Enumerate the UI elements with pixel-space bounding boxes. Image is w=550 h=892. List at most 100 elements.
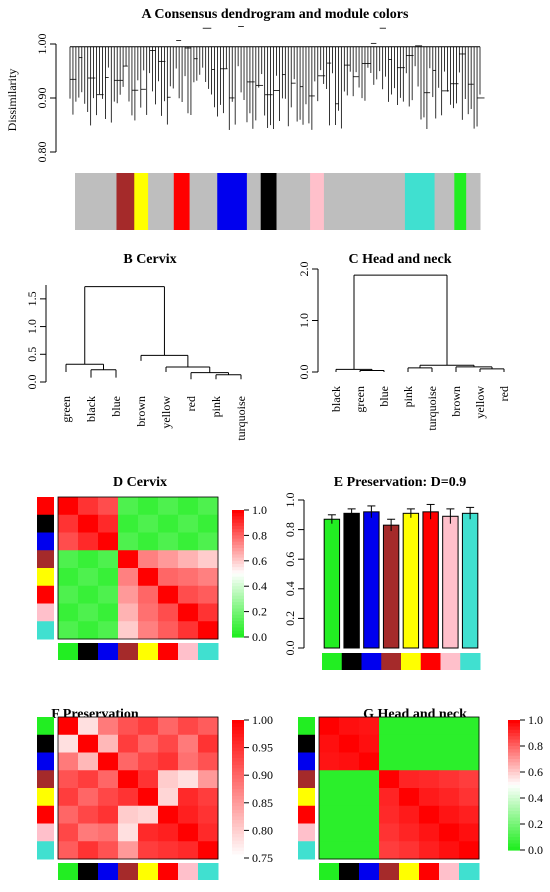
legend-tick-label: 0.8 <box>252 528 267 542</box>
heatmap-cell <box>419 788 440 807</box>
heatmap-cell <box>178 823 199 842</box>
heatmap-cell <box>118 621 139 640</box>
heatmap-cell <box>138 717 159 736</box>
legend-gradient-step <box>508 811 520 815</box>
legend-tick-label: 0.85 <box>252 796 273 810</box>
legend-gradient-step <box>232 586 244 590</box>
bar <box>402 512 420 649</box>
heatmap-cell <box>98 532 119 551</box>
panel-d: D Cervix 1.0 0.8 0.6 0.4 0.2 0.0 <box>37 475 267 660</box>
row-color-cell <box>298 823 315 842</box>
column-color-cell <box>399 863 420 880</box>
legend-gradient-step <box>508 778 520 783</box>
legend-gradient-step <box>232 809 244 814</box>
row-color-cell <box>298 752 315 771</box>
heatmap-cell <box>439 770 460 789</box>
panel-f: F Preservation 1.000.950.900.850.800.75 <box>37 707 273 880</box>
leaf-label: black <box>84 396 98 422</box>
legend-gradient-step <box>232 789 244 794</box>
column-color-cell <box>459 863 480 880</box>
heatmap-cell <box>379 788 400 807</box>
heatmap-cell <box>359 805 380 824</box>
legend-gradient-step <box>508 749 520 754</box>
heatmap-cell <box>158 603 179 622</box>
heatmap-cell <box>58 514 79 533</box>
heatmap-cell <box>158 550 179 569</box>
heatmap-cell <box>98 717 119 736</box>
heatmap-cell <box>138 823 159 842</box>
legend-gradient-step <box>508 791 520 796</box>
legend-gradient-step <box>232 595 244 600</box>
column-color-cell <box>178 643 199 660</box>
heatmap-cell <box>198 770 219 789</box>
heatmap-cell <box>78 752 99 771</box>
legend-gradient-step <box>232 522 244 527</box>
legend-gradient-step <box>508 824 520 828</box>
legend-gradient-step <box>232 761 244 766</box>
heatmap-cell <box>78 585 99 604</box>
legend-gradient-step <box>508 759 520 763</box>
legend-gradient-step <box>508 794 520 799</box>
row-color-cell <box>298 717 315 736</box>
panel-a-ylabel: Dissimilarity <box>5 69 19 132</box>
column-color-cell <box>118 643 139 660</box>
category-color-cell <box>381 653 402 670</box>
heatmap-cell <box>78 568 99 587</box>
heatmap-cell <box>459 823 480 842</box>
heatmap-cell <box>319 752 340 771</box>
legend-gradient-step <box>232 633 244 638</box>
panel-e-title: E Preservation: D=0.9 <box>334 475 467 490</box>
heatmap-cell <box>98 734 119 753</box>
panel-g-heatmap <box>298 716 480 880</box>
legend-gradient-step <box>508 830 520 835</box>
heatmap-cell <box>178 603 199 622</box>
heatmap-cell <box>58 717 79 736</box>
module-color-segment <box>134 173 149 230</box>
legend-gradient-step <box>232 840 244 845</box>
heatmap-cell <box>439 805 460 824</box>
heatmap-cell <box>138 568 159 587</box>
row-color-cell <box>37 532 54 551</box>
heatmap-cell <box>178 734 199 753</box>
legend-gradient-step <box>232 754 244 759</box>
legend-gradient-step <box>232 740 244 745</box>
ytick-label: 2.0 <box>297 262 311 277</box>
heatmap-cell <box>158 752 179 771</box>
ytick-label: 0.0 <box>25 375 39 390</box>
legend-gradient-step <box>232 541 244 546</box>
heatmap-cell <box>138 841 159 860</box>
legend-gradient-step <box>232 513 244 517</box>
heatmap-cell <box>98 550 119 569</box>
heatmap-cell <box>399 770 420 789</box>
heatmap-cell <box>439 752 460 771</box>
heatmap-cell <box>98 805 119 824</box>
heatmap-cell <box>459 752 480 771</box>
legend-gradient-step <box>232 548 244 552</box>
leaf-label: green <box>59 396 73 423</box>
bar <box>382 524 400 649</box>
heatmap-cell <box>118 805 139 824</box>
column-color-cell <box>339 863 360 880</box>
leaf-label: brown <box>134 396 148 427</box>
panel-g: G Head and neck 1.00.80.60.40.20.0 <box>298 707 543 880</box>
legend-gradient-step <box>232 567 244 571</box>
legend-gradient-step <box>232 579 244 584</box>
heatmap-cell <box>78 734 99 753</box>
column-color-cell <box>98 863 119 880</box>
heatmap-cell <box>459 841 480 860</box>
row-color-cell <box>298 788 315 807</box>
row-color-cell <box>37 734 54 753</box>
bar <box>422 511 439 649</box>
panel-b-ticks: 0.0 0.5 1.0 1.5 <box>25 291 46 390</box>
heatmap-cell <box>98 514 119 533</box>
ytick-label: 0.4 <box>283 581 297 596</box>
heatmap-cell <box>98 752 119 771</box>
legend-gradient-step <box>232 764 244 769</box>
panel-e: E Preservation: D=0.9 0.0 0.2 0.4 0.6 0.8 1.0 <box>283 475 481 670</box>
heatmap-cell <box>319 805 340 824</box>
heatmap-cell <box>78 823 99 842</box>
panel-a-module-color-bar <box>75 173 481 230</box>
legend-gradient-step <box>232 802 244 807</box>
heatmap-cell <box>379 841 400 860</box>
heatmap-cell <box>399 752 420 771</box>
